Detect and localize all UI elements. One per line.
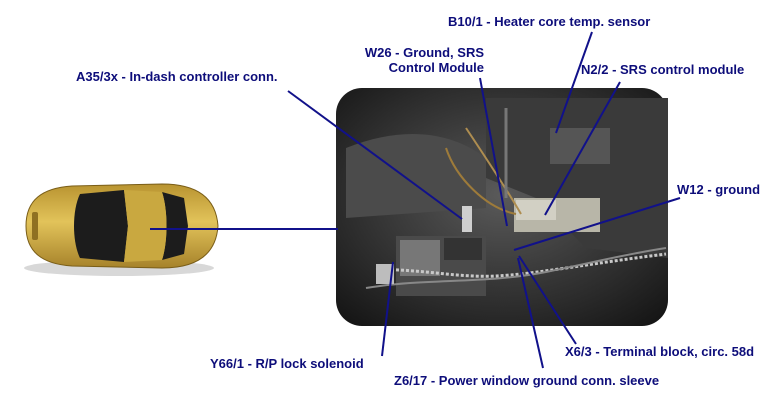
label-a35-3x: A35/3x - In-dash controller conn.	[76, 69, 278, 84]
label-x6-3: X6/3 - Terminal block, circ. 58d	[565, 344, 755, 359]
leader-w26	[479, 77, 508, 227]
leader-y66-1	[381, 261, 394, 357]
leader-w12	[513, 197, 681, 251]
leader-n2-2	[544, 81, 621, 216]
interior-console-photo	[336, 88, 668, 326]
label-w26-line1: W26 - Ground, SRS	[364, 45, 484, 60]
label-n2-2: N2/2 - SRS control module	[581, 62, 745, 77]
label-b10-1: B10/1 - Heater core temp. sensor	[448, 14, 651, 29]
leader-x6-3	[518, 255, 577, 345]
label-w12: W12 - ground	[677, 182, 761, 197]
label-y66-1: Y66/1 - R/P lock solenoid	[210, 356, 364, 371]
label-w26: W26 - Ground, SRS Control Module	[346, 45, 484, 75]
label-z6-17: Z6/17 - Power window ground conn. sleeve	[394, 373, 660, 388]
leader-a35-3x	[287, 90, 463, 220]
leader-b10-1	[555, 31, 593, 134]
car-top-view-icon	[24, 183, 219, 276]
leader-z6-17	[517, 257, 544, 369]
label-w26-line2: Control Module	[388, 60, 484, 75]
